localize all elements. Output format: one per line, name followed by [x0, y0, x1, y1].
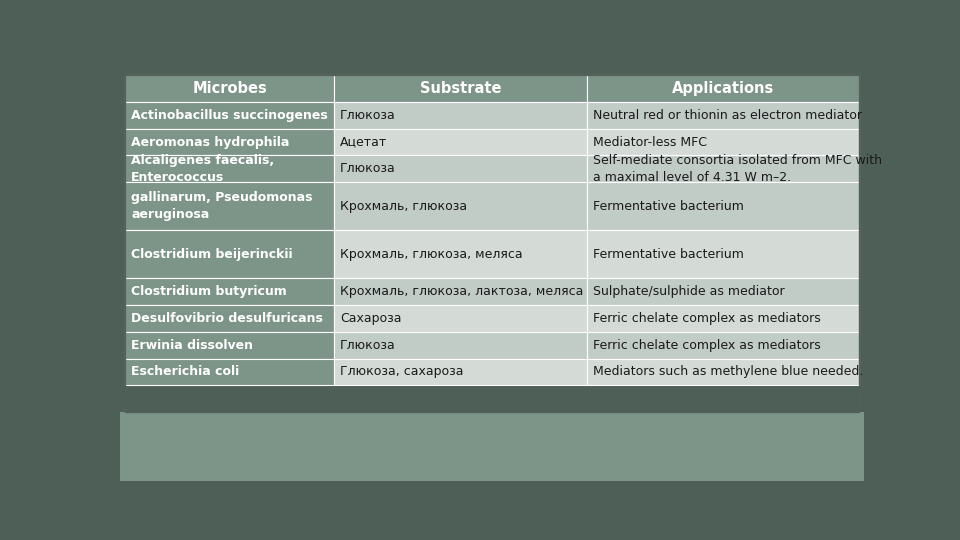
- Text: Крохмаль, глюкоза, лактоза, меляса: Крохмаль, глюкоза, лактоза, меляса: [340, 285, 584, 298]
- Bar: [588, 156, 859, 182]
- Text: Actinobacillus succinogenes: Actinobacillus succinogenes: [132, 109, 328, 122]
- Text: Escherichia coli: Escherichia coli: [132, 366, 239, 379]
- Text: Mediator-less MFC: Mediator-less MFC: [593, 136, 708, 148]
- Text: Mediators such as methylene blue needed.: Mediators such as methylene blue needed.: [593, 366, 864, 379]
- Bar: [334, 75, 588, 102]
- Text: Alcaligenes faecalis,
Enterococcus: Alcaligenes faecalis, Enterococcus: [132, 154, 275, 184]
- Text: Erwinia dissolven: Erwinia dissolven: [132, 339, 253, 352]
- Text: Clostridium beijerinckii: Clostridium beijerinckii: [132, 248, 293, 261]
- Bar: [125, 75, 334, 102]
- Bar: [334, 305, 588, 332]
- Bar: [588, 278, 859, 305]
- Bar: [588, 75, 859, 102]
- Bar: [125, 332, 334, 359]
- Bar: [588, 230, 859, 278]
- Bar: [120, 412, 864, 481]
- Text: Aeromonas hydrophila: Aeromonas hydrophila: [132, 136, 290, 148]
- Bar: [125, 75, 859, 412]
- Text: Applications: Applications: [672, 81, 774, 96]
- Text: Крохмаль, глюкоза: Крохмаль, глюкоза: [340, 200, 468, 213]
- Text: Desulfovibrio desulfuricans: Desulfovibrio desulfuricans: [132, 312, 323, 325]
- Bar: [125, 182, 334, 230]
- Bar: [334, 230, 588, 278]
- Bar: [588, 182, 859, 230]
- Text: Крохмаль, глюкоза, меляса: Крохмаль, глюкоза, меляса: [340, 248, 523, 261]
- Bar: [334, 359, 588, 385]
- Text: Substrate: Substrate: [420, 81, 501, 96]
- Bar: [588, 332, 859, 359]
- Bar: [334, 102, 588, 129]
- Bar: [588, 359, 859, 385]
- Bar: [334, 156, 588, 182]
- Text: Sulphate/sulphide as mediator: Sulphate/sulphide as mediator: [593, 285, 785, 298]
- Bar: [334, 182, 588, 230]
- Text: Ferric chelate complex as mediators: Ferric chelate complex as mediators: [593, 312, 821, 325]
- Bar: [125, 278, 334, 305]
- Text: Neutral red or thionin as electron mediator: Neutral red or thionin as electron media…: [593, 109, 862, 122]
- Text: Глюкоза, сахароза: Глюкоза, сахароза: [340, 366, 464, 379]
- Text: Глюкоза: Глюкоза: [340, 339, 396, 352]
- Bar: [588, 129, 859, 156]
- Text: Fermentative bacterium: Fermentative bacterium: [593, 248, 744, 261]
- Text: Сахароза: Сахароза: [340, 312, 401, 325]
- Bar: [334, 129, 588, 156]
- Bar: [125, 305, 334, 332]
- Text: gallinarum, Pseudomonas
aeruginosa: gallinarum, Pseudomonas aeruginosa: [132, 191, 313, 221]
- Text: Clostridium butyricum: Clostridium butyricum: [132, 285, 287, 298]
- Bar: [125, 156, 334, 182]
- Text: Ferric chelate complex as mediators: Ferric chelate complex as mediators: [593, 339, 821, 352]
- Bar: [125, 129, 334, 156]
- Bar: [588, 102, 859, 129]
- Bar: [125, 102, 334, 129]
- Bar: [125, 359, 334, 385]
- Text: Microbes: Microbes: [192, 81, 267, 96]
- Bar: [588, 305, 859, 332]
- Text: Глюкоза: Глюкоза: [340, 109, 396, 122]
- Bar: [125, 230, 334, 278]
- Bar: [334, 278, 588, 305]
- Text: Self-mediate consortia isolated from MFC with
a maximal level of 4.31 W m–2.: Self-mediate consortia isolated from MFC…: [593, 154, 882, 184]
- Text: Fermentative bacterium: Fermentative bacterium: [593, 200, 744, 213]
- Bar: [334, 332, 588, 359]
- Text: Глюкоза: Глюкоза: [340, 162, 396, 176]
- Text: Ацетат: Ацетат: [340, 136, 388, 148]
